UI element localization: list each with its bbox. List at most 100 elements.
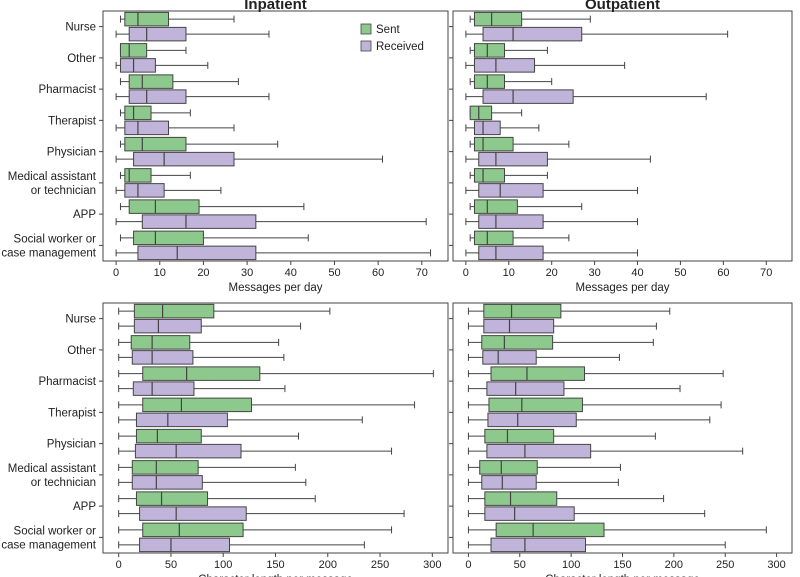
legend: Sent Received bbox=[360, 23, 424, 53]
received-box bbox=[115, 89, 270, 104]
received-box bbox=[115, 151, 383, 167]
iqr-box bbox=[124, 105, 152, 121]
iqr-box bbox=[142, 366, 261, 381]
received-box bbox=[115, 245, 432, 261]
iqr-box bbox=[486, 443, 592, 459]
x-tick-label: 50 bbox=[514, 559, 526, 571]
sent-box bbox=[469, 199, 583, 214]
iqr-box bbox=[139, 537, 230, 553]
sent-box bbox=[467, 460, 621, 475]
sent-box bbox=[467, 335, 654, 350]
x-tick-label: 300 bbox=[767, 559, 785, 571]
sent-box bbox=[119, 105, 191, 121]
sent-box bbox=[469, 230, 570, 246]
category-label: Other bbox=[67, 53, 96, 65]
sent-box bbox=[119, 230, 309, 246]
plot-frame bbox=[452, 10, 793, 262]
category-label-line: Social worker or bbox=[14, 525, 97, 537]
iqr-box bbox=[135, 412, 228, 428]
sent-box bbox=[119, 168, 191, 183]
x-tick-label: 70 bbox=[416, 267, 428, 279]
category-label: Medical assistant or technician bbox=[8, 171, 97, 197]
iqr-box bbox=[142, 522, 244, 538]
received-box bbox=[115, 26, 270, 42]
category-label: Pharmacist bbox=[38, 84, 96, 96]
iqr-box bbox=[139, 506, 247, 521]
category-label: Other bbox=[67, 345, 96, 357]
sent-box bbox=[467, 303, 671, 319]
category-label-line: Physician bbox=[47, 147, 96, 159]
panel-inpatient-messages: Inpatient 0 10 20 30 40 50 60 70 Messages per day… bbox=[1, 0, 449, 294]
iqr-box bbox=[131, 460, 199, 475]
iqr-box bbox=[483, 303, 562, 319]
sent-box bbox=[118, 335, 280, 350]
category-label: Nurse bbox=[65, 22, 96, 34]
panel-title: Inpatient bbox=[244, 0, 307, 13]
iqr-box bbox=[482, 89, 574, 104]
received-box bbox=[465, 183, 639, 198]
sent-box bbox=[118, 397, 416, 413]
iqr-box bbox=[142, 397, 252, 413]
sent-box bbox=[119, 11, 235, 27]
sent-box bbox=[467, 491, 665, 506]
category-label-line: or technician bbox=[31, 185, 96, 197]
iqr-box bbox=[495, 522, 605, 538]
category-label-line: or technician bbox=[31, 477, 96, 489]
category-label: Social worker or case management bbox=[1, 233, 96, 259]
panel-outpatient-length: 0 50 100 150 200 250 300 Character length per m… bbox=[449, 302, 793, 577]
panel-title: Outpatient bbox=[585, 0, 660, 13]
iqr-box bbox=[128, 89, 187, 104]
category-label-line: Pharmacist bbox=[38, 376, 96, 388]
iqr-box bbox=[133, 151, 235, 167]
x-tick-label: 50 bbox=[328, 267, 340, 279]
received-box bbox=[467, 506, 706, 521]
iqr-box bbox=[478, 214, 544, 229]
received-box bbox=[465, 58, 626, 73]
category-label: APP bbox=[73, 501, 96, 513]
iqr-box bbox=[486, 381, 565, 396]
x-tick-label: 150 bbox=[613, 559, 631, 571]
received-box bbox=[118, 506, 405, 521]
iqr-box bbox=[483, 318, 555, 334]
category-label-line: Other bbox=[67, 345, 96, 357]
plot-frame bbox=[102, 10, 449, 262]
iqr-box bbox=[130, 335, 191, 350]
category-label-line: APP bbox=[73, 501, 96, 513]
iqr-box bbox=[133, 303, 215, 319]
category-label: Pharmacist bbox=[38, 376, 96, 388]
panel-outpatient-messages: Outpatient 0 10 20 30 40 50 60 70 Messages per da… bbox=[449, 0, 793, 294]
x-tick-label: 10 bbox=[503, 267, 515, 279]
received-box bbox=[115, 58, 209, 73]
x-tick-label: 100 bbox=[562, 559, 580, 571]
iqr-box bbox=[135, 491, 209, 506]
category-label-line: Medical assistant bbox=[8, 171, 97, 183]
iqr-box bbox=[128, 199, 200, 214]
x-tick-label: 250 bbox=[716, 559, 734, 571]
sent-box bbox=[119, 136, 279, 152]
iqr-box bbox=[490, 537, 587, 553]
sent-box bbox=[469, 136, 570, 152]
legend-received-swatch bbox=[360, 40, 372, 52]
iqr-box bbox=[133, 230, 204, 246]
iqr-box bbox=[473, 74, 505, 89]
x-tick-label: 150 bbox=[266, 559, 284, 571]
received-box bbox=[465, 214, 639, 229]
iqr-box bbox=[134, 443, 242, 459]
iqr-box bbox=[119, 58, 156, 73]
x-tick-label: 40 bbox=[285, 267, 297, 279]
received-box bbox=[465, 26, 729, 42]
iqr-box bbox=[128, 74, 174, 89]
iqr-box bbox=[473, 120, 501, 136]
sent-box bbox=[118, 428, 299, 444]
x-axis-label: Character length per message bbox=[545, 574, 700, 577]
iqr-box bbox=[478, 245, 544, 261]
iqr-box bbox=[484, 428, 555, 444]
sent-box bbox=[469, 11, 591, 27]
received-box bbox=[118, 318, 302, 334]
legend-sent-label: Sent bbox=[376, 24, 400, 36]
received-box bbox=[118, 381, 286, 396]
sent-box bbox=[119, 74, 239, 89]
sent-box bbox=[118, 522, 393, 538]
iqr-box bbox=[479, 460, 538, 475]
